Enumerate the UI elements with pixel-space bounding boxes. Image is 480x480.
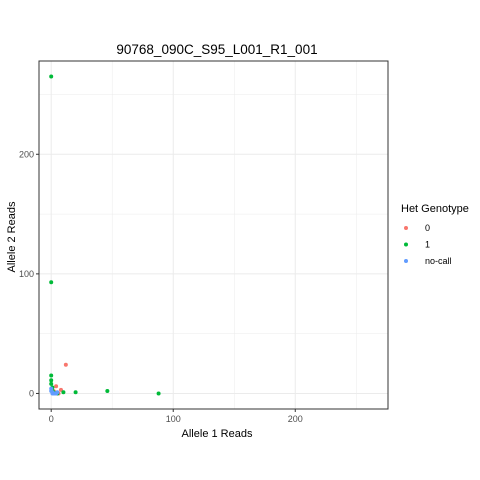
x-tick-label: 100 [166, 414, 181, 424]
x-tick-label: 0 [49, 414, 54, 424]
legend-key [404, 226, 408, 230]
legend-label: 0 [425, 223, 430, 233]
y-axis-title: Allele 2 Reads [6, 201, 18, 272]
plot-panel: 0 100 200 0 100 200 [19, 60, 389, 424]
data-point [105, 389, 110, 394]
data-point [63, 362, 68, 367]
legend-title: Het Genotype [401, 203, 469, 215]
y-tick-label: 100 [19, 269, 34, 279]
data-point [73, 390, 78, 395]
data-point [49, 381, 54, 386]
data-point [55, 390, 60, 395]
data-point [50, 391, 55, 396]
legend: Het Genotype 0 1 no-call [401, 203, 469, 266]
legend-label: no-call [425, 256, 452, 266]
y-tick-label: 0 [29, 388, 34, 398]
data-point [49, 373, 54, 378]
plot-background [39, 61, 388, 409]
legend-label: 1 [425, 240, 430, 250]
data-point [49, 74, 54, 79]
data-point [58, 387, 63, 392]
legend-key [404, 259, 408, 263]
x-tick-label: 200 [288, 414, 303, 424]
data-point [61, 390, 66, 395]
data-point [156, 391, 161, 396]
data-point [49, 378, 54, 383]
chart-title: 90768_090C_S95_L001_R1_001 [116, 42, 317, 57]
plot-border [38, 60, 389, 410]
legend-key [404, 242, 408, 247]
data-point [54, 384, 59, 389]
data-point [49, 280, 54, 285]
y-tick-label: 200 [19, 149, 34, 159]
x-axis-title: Allele 1 Reads [182, 428, 253, 440]
